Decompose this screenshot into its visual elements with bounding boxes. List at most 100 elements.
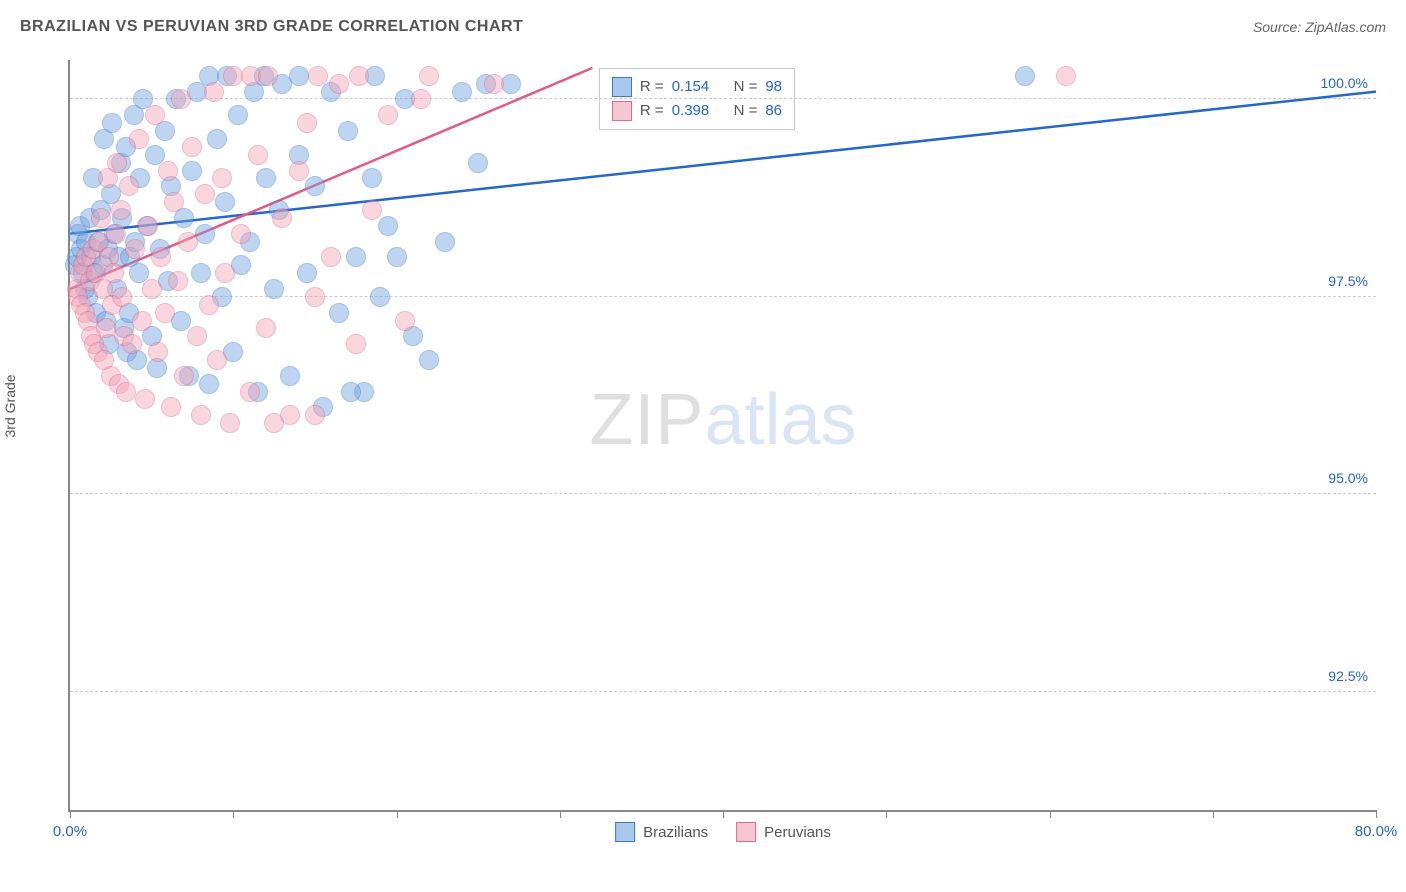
legend-swatch — [615, 822, 635, 842]
y-tick-label: 100.0% — [1321, 75, 1368, 91]
scatter-point — [305, 176, 325, 196]
scatter-point — [164, 192, 184, 212]
watermark-zip: ZIP — [589, 380, 704, 460]
scatter-point — [341, 382, 361, 402]
r-value: 0.398 — [672, 99, 710, 123]
x-tick — [723, 810, 724, 818]
scatter-point — [207, 129, 227, 149]
scatter-point — [329, 74, 349, 94]
scatter-point — [362, 168, 382, 188]
scatter-point — [468, 153, 488, 173]
scatter-point — [387, 247, 407, 267]
scatter-point — [102, 113, 122, 133]
scatter-point — [1056, 66, 1076, 86]
scatter-point — [182, 137, 202, 157]
x-tick — [560, 810, 561, 818]
scatter-point — [362, 200, 382, 220]
scatter-point — [297, 263, 317, 283]
gridline — [70, 493, 1376, 494]
scatter-point — [107, 153, 127, 173]
legend-label: Brazilians — [643, 824, 708, 841]
n-value: 98 — [765, 75, 782, 99]
y-tick-label: 97.5% — [1328, 273, 1368, 289]
scatter-point — [231, 224, 251, 244]
scatter-point — [215, 263, 235, 283]
legend-swatch — [612, 77, 632, 97]
scatter-point — [142, 279, 162, 299]
watermark-atlas: atlas — [704, 380, 856, 460]
scatter-point — [191, 263, 211, 283]
scatter-point — [132, 311, 152, 331]
scatter-point — [91, 208, 111, 228]
x-tick — [1050, 810, 1051, 818]
scatter-point — [106, 224, 126, 244]
scatter-point — [329, 303, 349, 323]
scatter-point — [452, 82, 472, 102]
scatter-point — [346, 247, 366, 267]
x-tick-label: 80.0% — [1355, 823, 1398, 840]
scatter-point — [112, 287, 132, 307]
scatter-point — [280, 366, 300, 386]
chart-area: 3rd Grade ZIPatlas R =0.154 N =98R =0.39… — [20, 50, 1386, 872]
legend-swatch — [736, 822, 756, 842]
scatter-point — [212, 168, 232, 188]
n-label: N = — [734, 99, 758, 123]
chart-header: BRAZILIAN VS PERUVIAN 3RD GRADE CORRELAT… — [20, 18, 1386, 36]
scatter-point — [195, 224, 215, 244]
scatter-point — [308, 66, 328, 86]
scatter-point — [248, 145, 268, 165]
scatter-point — [122, 334, 142, 354]
legend-item: Peruvians — [736, 822, 831, 842]
scatter-point — [119, 176, 139, 196]
scatter-point — [195, 184, 215, 204]
gridline — [70, 98, 1376, 99]
source-prefix: Source: — [1253, 19, 1305, 35]
scatter-point — [129, 129, 149, 149]
scatter-point — [305, 405, 325, 425]
legend-swatch — [612, 101, 632, 121]
x-tick — [886, 810, 887, 818]
scatter-point — [280, 405, 300, 425]
scatter-point — [145, 105, 165, 125]
scatter-point — [199, 295, 219, 315]
gridline — [70, 691, 1376, 692]
scatter-point — [215, 192, 235, 212]
scatter-point — [435, 232, 455, 252]
scatter-point — [158, 161, 178, 181]
chart-title: BRAZILIAN VS PERUVIAN 3RD GRADE CORRELAT… — [20, 18, 523, 36]
scatter-point — [1015, 66, 1035, 86]
scatter-point — [104, 263, 124, 283]
scatter-point — [178, 232, 198, 252]
scatter-point — [272, 208, 292, 228]
stats-row: R = 0.154 N = 98 — [612, 75, 782, 99]
scatter-point — [199, 374, 219, 394]
x-tick — [397, 810, 398, 818]
scatter-point — [240, 382, 260, 402]
scatter-point — [346, 334, 366, 354]
scatter-point — [182, 161, 202, 181]
scatter-point — [411, 89, 431, 109]
scatter-point — [289, 66, 309, 86]
scatter-point — [168, 271, 188, 291]
r-value: 0.154 — [672, 75, 710, 99]
y-tick-label: 95.0% — [1328, 470, 1368, 486]
x-tick-label: 0.0% — [53, 823, 87, 840]
scatter-point — [207, 350, 227, 370]
scatter-point — [220, 413, 240, 433]
scatter-point — [378, 105, 398, 125]
x-tick — [233, 810, 234, 818]
r-label: R = — [640, 99, 664, 123]
scatter-point — [338, 121, 358, 141]
y-tick-label: 92.5% — [1328, 668, 1368, 684]
scatter-point — [305, 287, 325, 307]
scatter-point — [289, 161, 309, 181]
scatter-point — [256, 318, 276, 338]
stats-row: R =0.398 N =86 — [612, 99, 782, 123]
r-label: R = — [640, 75, 664, 99]
scatter-point — [138, 216, 158, 236]
scatter-point — [135, 389, 155, 409]
scatter-point — [111, 200, 131, 220]
scatter-point — [171, 89, 191, 109]
n-label: N = — [734, 75, 758, 99]
scatter-point — [174, 366, 194, 386]
